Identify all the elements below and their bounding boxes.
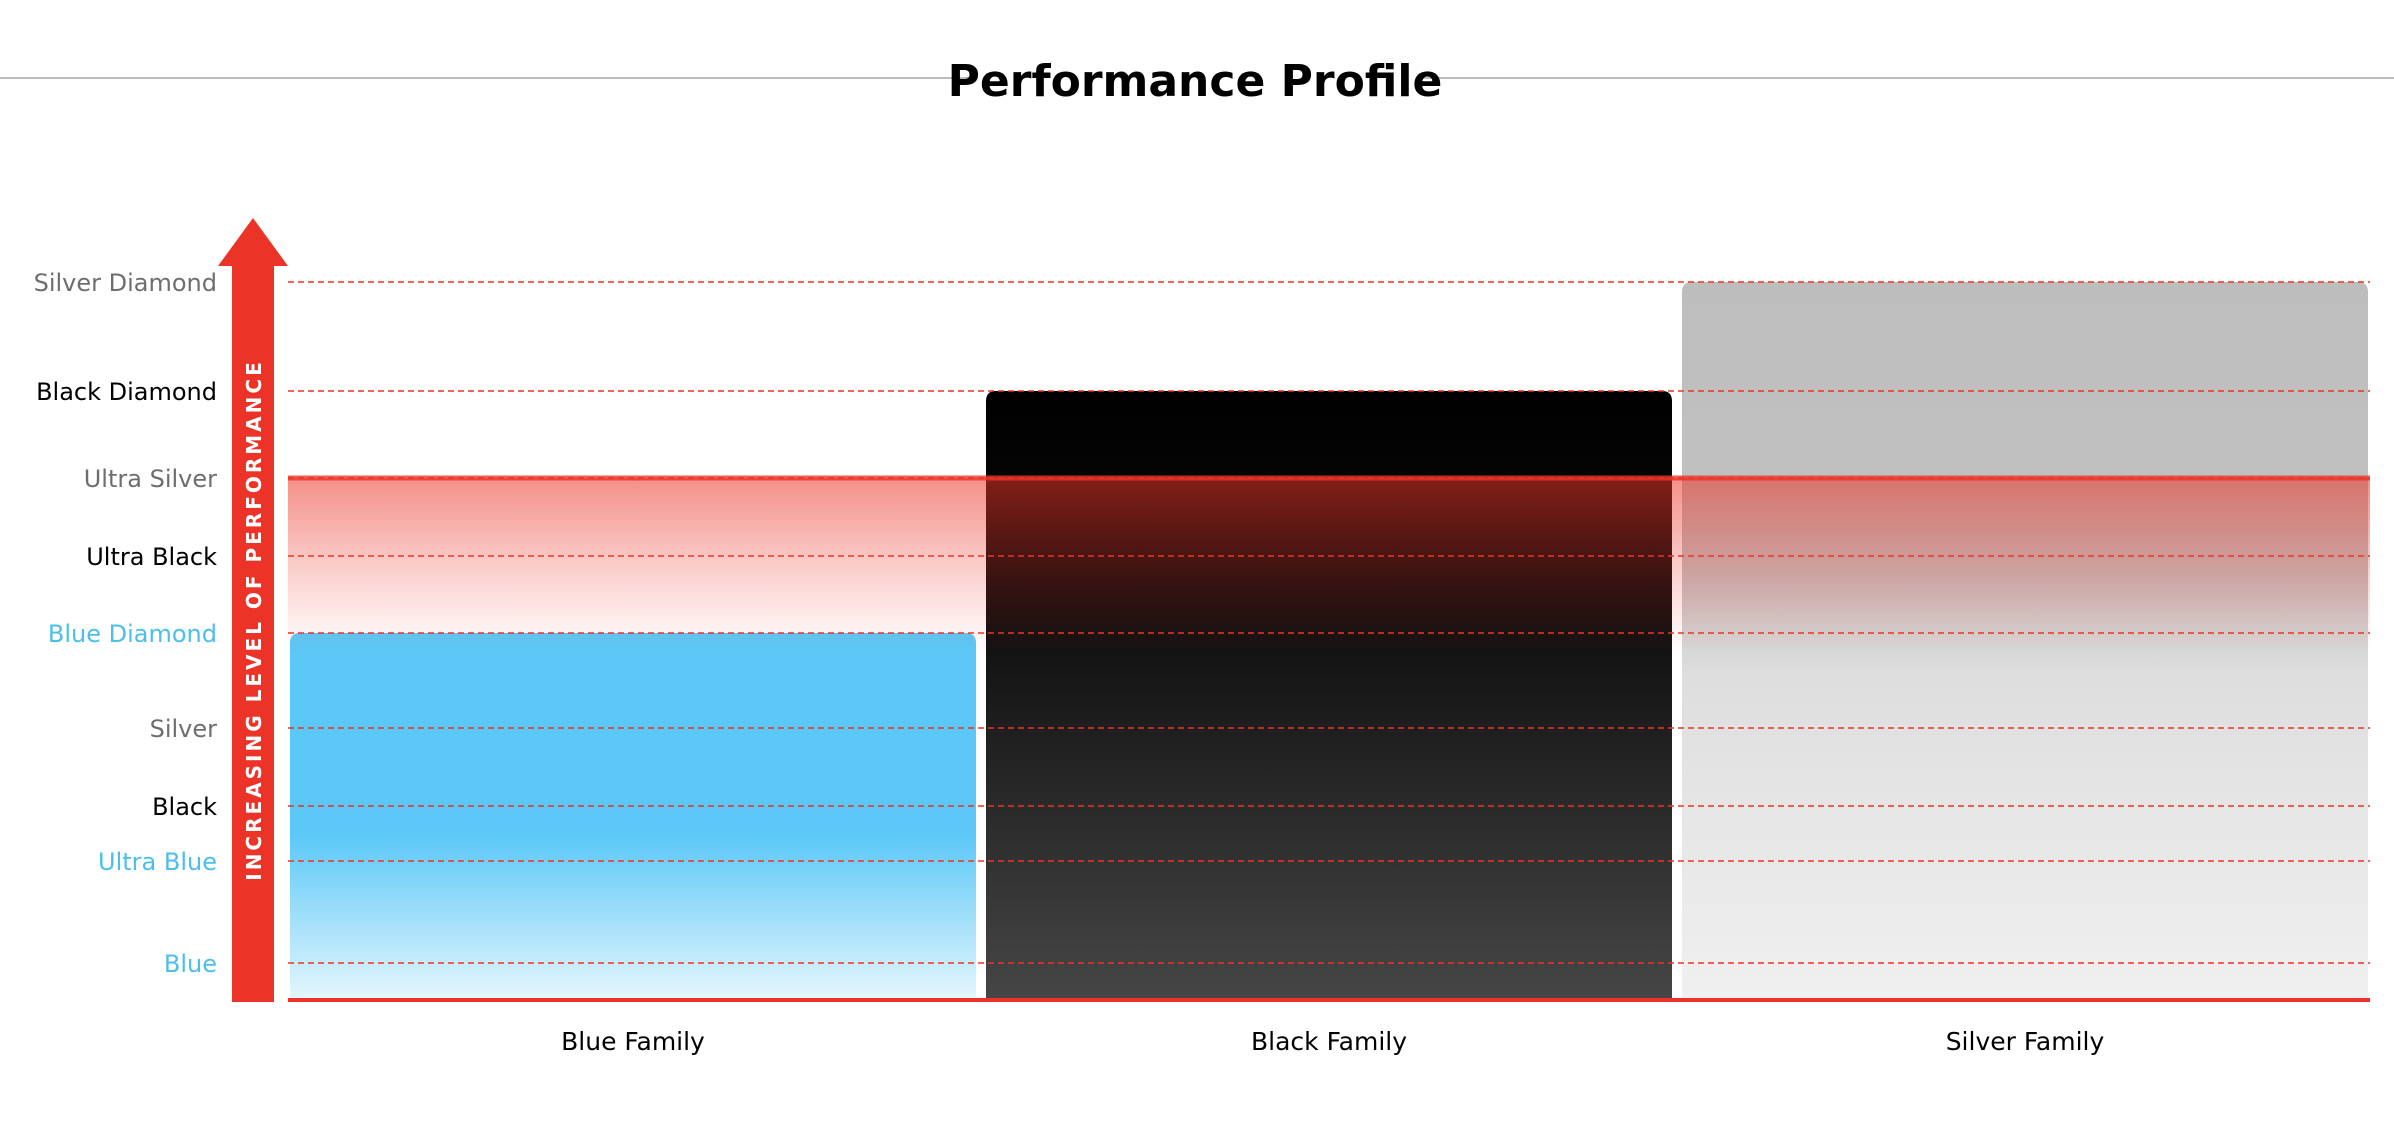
y-axis-arrow-shaft — [232, 262, 274, 1002]
chart-title: Performance Profile — [948, 56, 1443, 107]
reference-band — [288, 478, 2370, 653]
x-category-labels: Blue Family Black Family Silver Family — [561, 1027, 2104, 1056]
y-tick-label: Ultra Blue — [98, 848, 217, 876]
y-tick-label: Black — [152, 793, 217, 821]
y-tick-labels: Blue Ultra Blue Black Silver Blue Diamond Ult… — [34, 269, 218, 978]
grid-layer — [288, 281, 2370, 964]
y-tick-label: Blue — [164, 950, 217, 978]
y-axis-label: INCREASING LEVEL OF PERFORMANCE — [242, 359, 266, 881]
x-category-label: Black Family — [1251, 1027, 1407, 1056]
y-tick-label: Silver Diamond — [34, 269, 217, 297]
y-tick-label: Silver — [150, 715, 218, 743]
y-tick-label: Ultra Black — [86, 543, 217, 571]
y-tick-label: Blue Diamond — [48, 620, 217, 648]
bar-blue-family — [290, 633, 976, 999]
reference-band-layer — [288, 475, 2370, 653]
x-category-label: Silver Family — [1946, 1027, 2105, 1056]
y-axis-arrow-head — [218, 218, 288, 266]
x-category-label: Blue Family — [561, 1027, 705, 1056]
y-tick-label: Black Diamond — [36, 378, 217, 406]
y-tick-label: Ultra Silver — [84, 465, 217, 493]
